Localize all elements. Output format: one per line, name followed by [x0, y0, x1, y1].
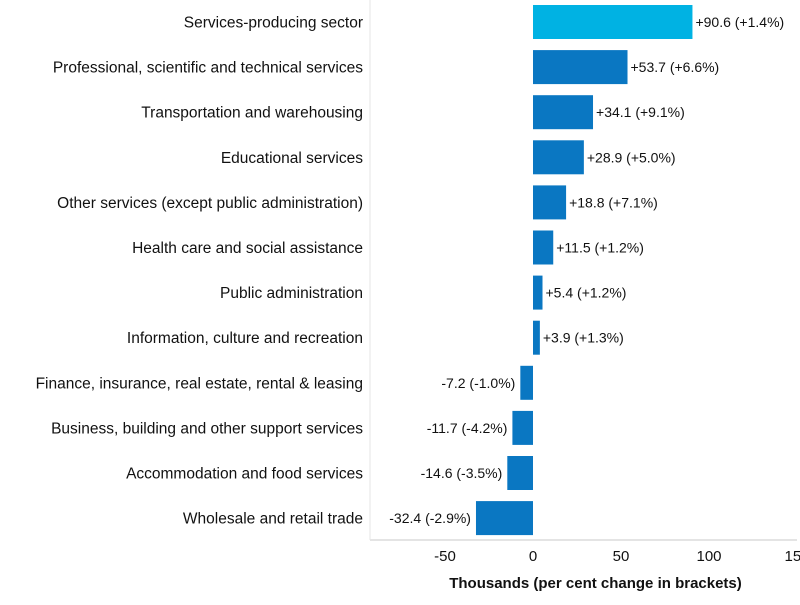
bar: [533, 140, 584, 175]
data-label: +5.4 (+1.2%): [546, 285, 627, 301]
category-label: Public administration: [220, 285, 363, 302]
bar: [533, 50, 628, 85]
data-label: +53.7 (+6.6%): [631, 59, 720, 75]
data-label: -7.2 (-1.0%): [441, 375, 515, 391]
x-tick-label: 150: [784, 548, 800, 565]
category-label: Business, building and other support ser…: [51, 420, 363, 437]
x-tick-label: -50: [434, 548, 456, 565]
data-labels-group: +90.6 (+1.4%) +53.7 (+6.6%) +34.1 (+9.1%) +…: [389, 14, 784, 526]
bar: [533, 5, 693, 39]
bar: [512, 410, 533, 445]
bar: [533, 95, 594, 130]
bar: [533, 230, 554, 265]
data-label: +18.8 (+7.1%): [569, 194, 658, 210]
category-label: Educational services: [221, 150, 363, 167]
category-label: Finance, insurance, real estate, rental …: [36, 375, 363, 392]
bar: [533, 275, 543, 310]
bar: [475, 501, 533, 536]
bars-group: [475, 5, 693, 536]
category-labels-group: Services-producing sector Professional, s…: [36, 15, 364, 528]
bar: [533, 320, 540, 355]
data-label: +28.9 (+5.0%): [587, 149, 676, 165]
x-tick-label: 100: [696, 548, 721, 565]
data-label: +34.1 (+9.1%): [596, 104, 685, 120]
data-label: +3.9 (+1.3%): [543, 330, 624, 346]
category-label: Services-producing sector: [184, 15, 363, 32]
axis-lines: [369, 0, 797, 541]
bar: [533, 185, 567, 220]
x-tick-label: 0: [529, 548, 537, 565]
category-label: Information, culture and recreation: [127, 330, 363, 347]
data-label: -11.7 (-4.2%): [427, 420, 508, 436]
data-label: +90.6 (+1.4%): [695, 14, 784, 30]
data-label: -14.6 (-3.5%): [421, 465, 503, 481]
category-label: Transportation and warehousing: [141, 105, 363, 122]
x-ticks-group: -50 0 50 100 150: [434, 548, 800, 565]
data-label: -32.4 (-2.9%): [389, 510, 471, 526]
x-axis-title: Thousands (per cent change in brackets): [449, 575, 742, 592]
category-label: Accommodation and food services: [126, 466, 363, 483]
bar: [520, 365, 533, 400]
category-label: Wholesale and retail trade: [183, 511, 363, 528]
category-label: Professional, scientific and technical s…: [53, 60, 363, 77]
data-label: +11.5 (+1.2%): [556, 240, 644, 256]
category-label: Other services (except public administra…: [57, 195, 363, 212]
bar: [507, 456, 533, 490]
x-tick-label: 50: [613, 548, 630, 565]
category-label: Health care and social assistance: [132, 240, 363, 257]
